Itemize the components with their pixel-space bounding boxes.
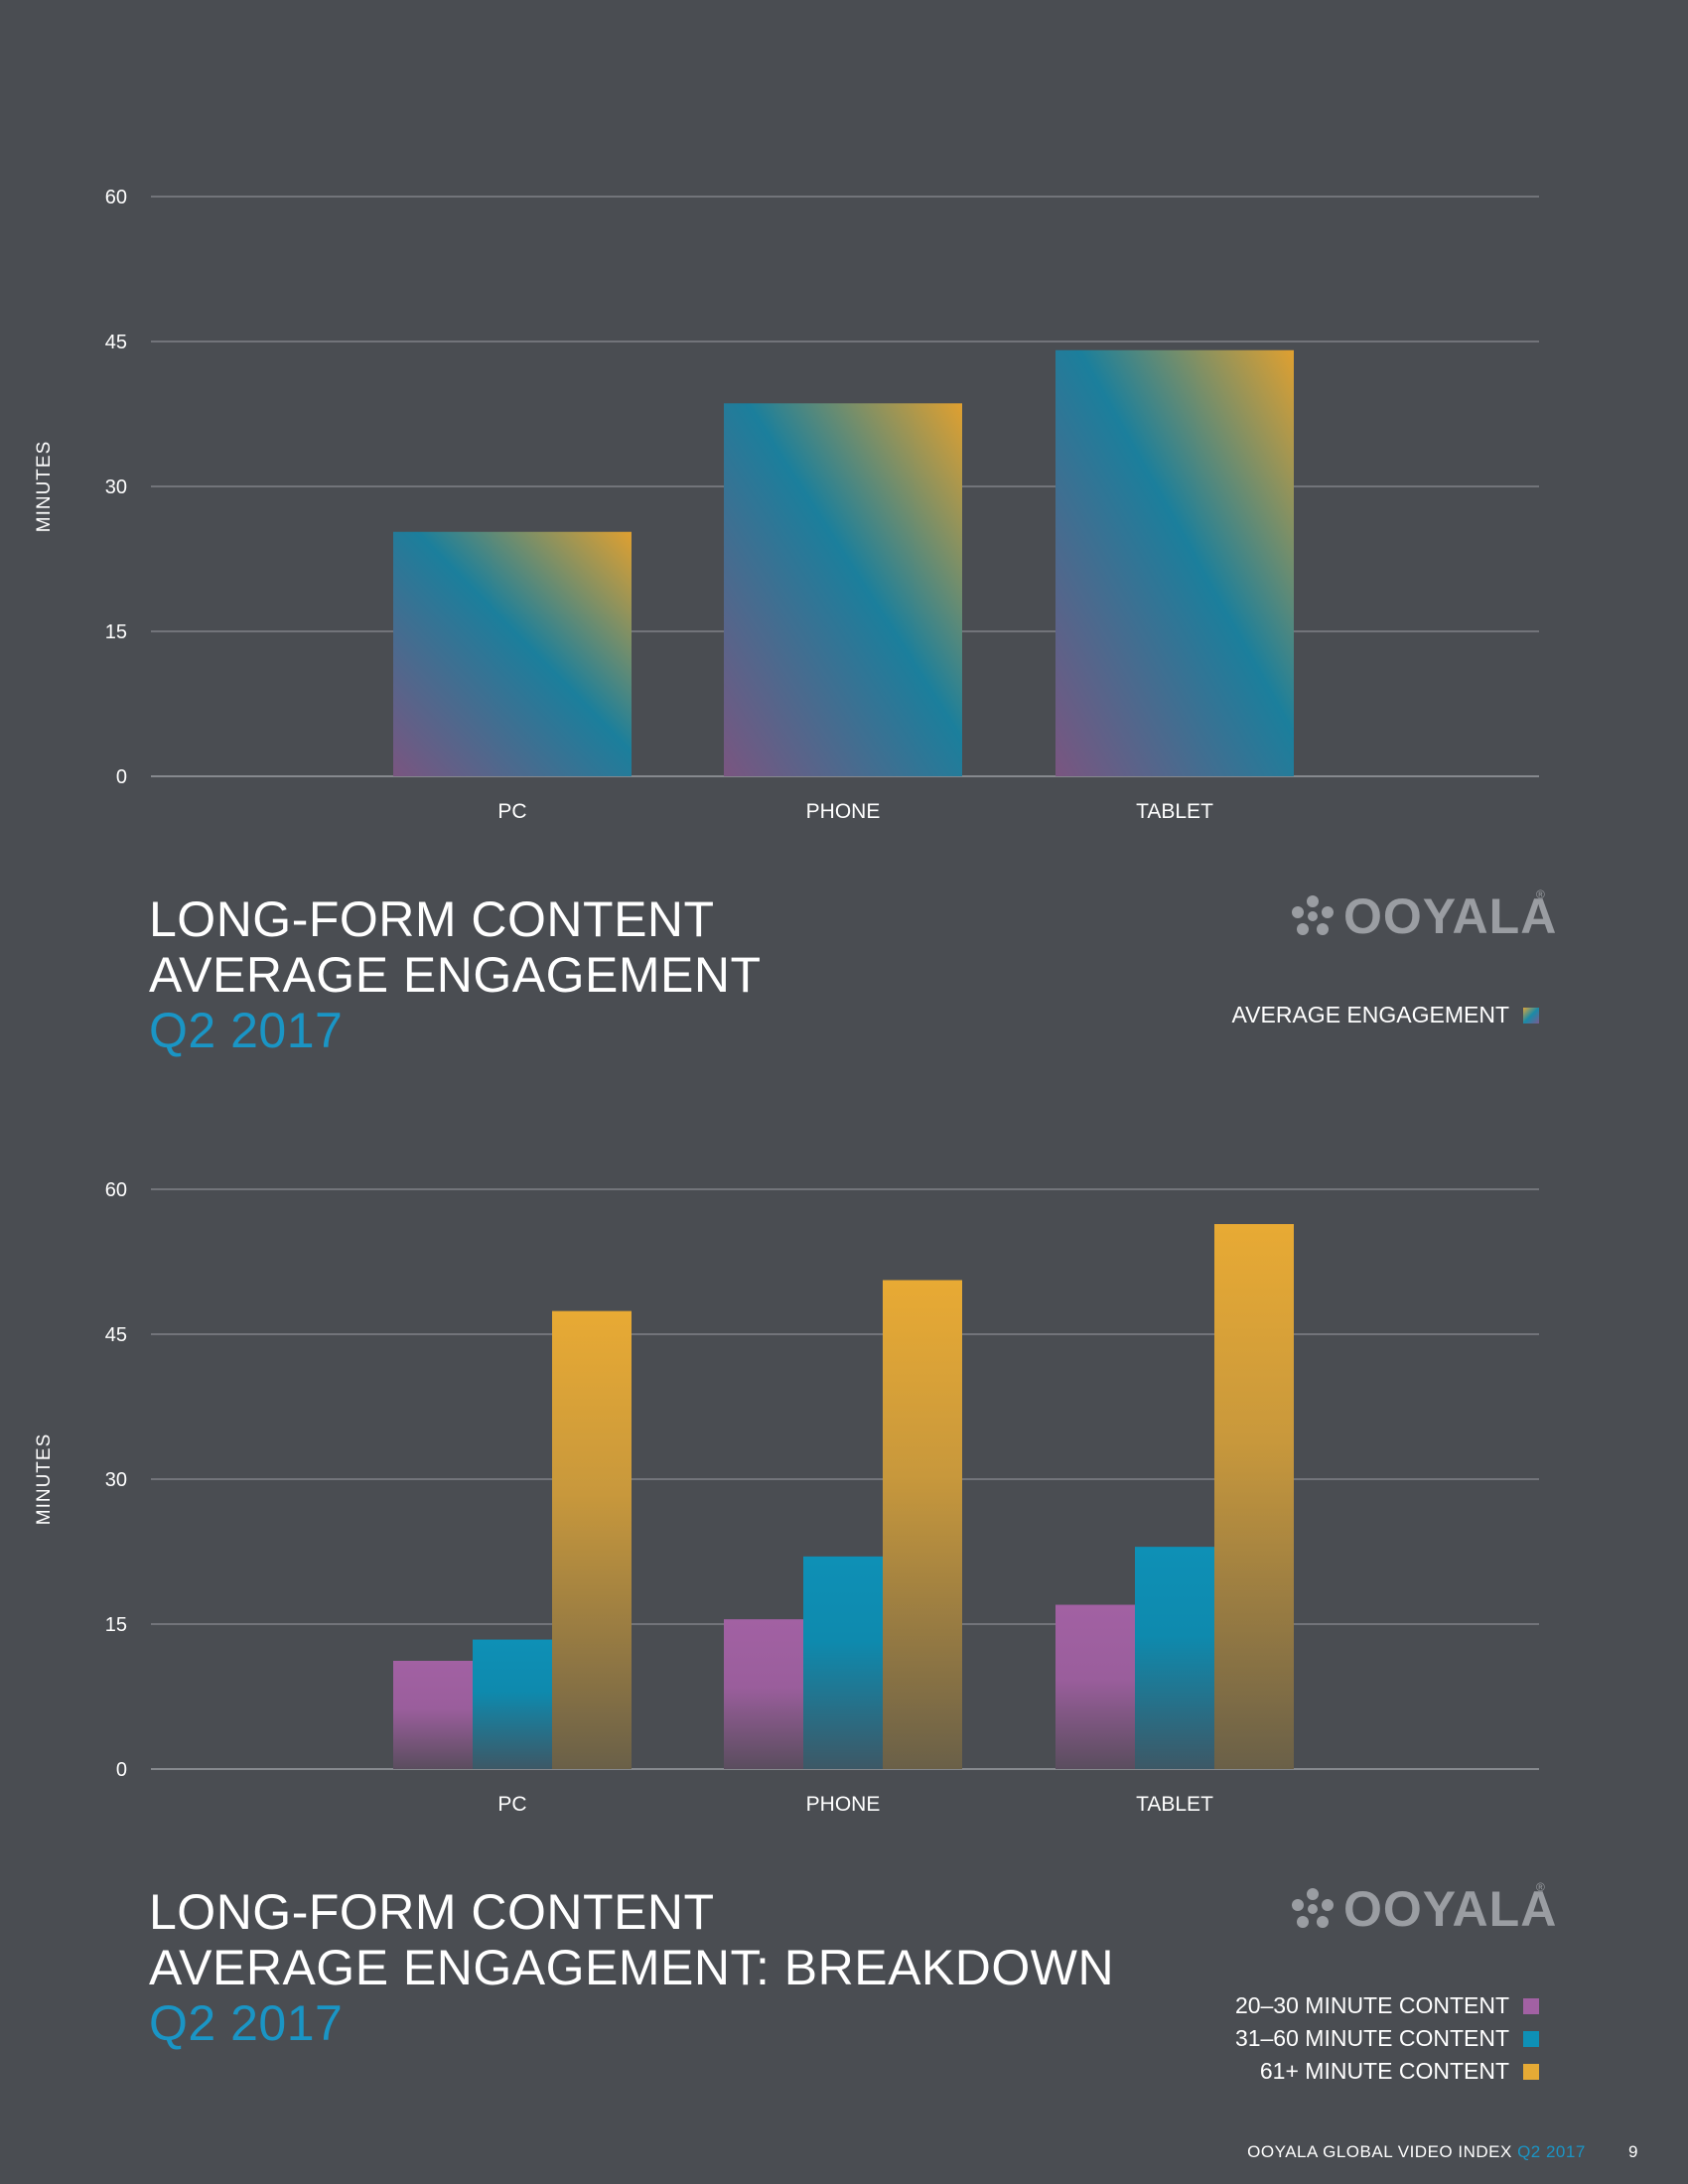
bar-phone-series-0: [724, 1619, 803, 1769]
y-tick-label: 0: [116, 1759, 127, 1781]
legend-swatch: [1523, 2063, 1539, 2080]
y-tick-label: 15: [105, 1614, 127, 1636]
chart-1-title-period: Q2 2017: [149, 1003, 344, 1058]
bar-tablet-series-1: [1135, 1547, 1214, 1769]
y-axis-label: MINUTES: [34, 1433, 55, 1526]
y-tick-label: 45: [105, 332, 127, 353]
ooyala-logo-text: OOYALA: [1343, 1881, 1558, 1937]
ooyala-logo-registered: ®: [1536, 1880, 1545, 1894]
bar-tablet-series-0: [1055, 1604, 1135, 1769]
legend-label: 20–30 MINUTE CONTENT: [1234, 1992, 1509, 2018]
ooyala-logo: OOYALA ®: [1286, 884, 1556, 944]
chart-2-title: LONG-FORM CONTENT AVERAGE ENGAGEMENT: BR…: [149, 1884, 1114, 2051]
ooyala-logo-dots-icon: [1292, 895, 1334, 935]
chart-2-legend: 20–30 MINUTE CONTENT 31–60 MINUTE CONTEN…: [1235, 1989, 1539, 2088]
chart-2-title-period: Q2 2017: [149, 1995, 344, 2051]
bar-pc-series-0: [393, 1660, 473, 1769]
x-category-label: PC: [497, 800, 526, 823]
bar-pc-series-0: [393, 531, 632, 776]
legend-item-20-30-minute: 20–30 MINUTE CONTENT: [1235, 1989, 1539, 2022]
legend-label: 61+ MINUTE CONTENT: [1259, 2058, 1509, 2084]
bar-phone-series-1: [803, 1556, 883, 1769]
legend-item-31-60-minute: 31–60 MINUTE CONTENT: [1235, 2022, 1539, 2055]
legend-item-61-plus-minute: 61+ MINUTE CONTENT: [1235, 2055, 1539, 2088]
y-tick-label: 45: [105, 1324, 127, 1346]
legend-swatch: [1523, 1997, 1539, 2014]
bar-tablet-series-0: [1055, 349, 1294, 776]
x-category-label: PHONE: [806, 1793, 881, 1816]
bar-phone-series-2: [883, 1280, 962, 1769]
chart-1-title-line-1: LONG-FORM CONTENT: [149, 891, 715, 947]
y-tick-label: 30: [105, 477, 127, 498]
ooyala-logo-text: OOYALA: [1343, 888, 1558, 944]
footer-period: Q2 2017: [1517, 2142, 1586, 2161]
chart-2-title-line-1: LONG-FORM CONTENT: [149, 1884, 715, 1940]
bar-pc-series-2: [552, 1310, 632, 1769]
y-tick-label: 30: [105, 1469, 127, 1491]
legend-label: AVERAGE ENGAGEMENT: [1231, 1002, 1509, 1027]
bar-phone-series-0: [724, 403, 962, 776]
y-tick-label: 60: [105, 1179, 127, 1201]
engagement-breakdown-chart: 0 15 30 45 60 MINUTES PC PHONE TABLET: [34, 1179, 1539, 1816]
page-number: 9: [1628, 2142, 1638, 2161]
footer-text: OOYALA GLOBAL VIDEO INDEX: [1247, 2142, 1512, 2161]
page-footer: OOYALA GLOBAL VIDEO INDEX Q2 2017 9: [1247, 2142, 1638, 2162]
legend-label: 31–60 MINUTE CONTENT: [1234, 2025, 1509, 2051]
chart-1-title: LONG-FORM CONTENT AVERAGE ENGAGEMENT Q2 …: [149, 891, 762, 1058]
legend-swatch: [1523, 2030, 1539, 2047]
chart-1-title-line-2: AVERAGE ENGAGEMENT: [149, 947, 762, 1003]
bar-pc-series-1: [473, 1639, 552, 1769]
ooyala-logo: OOYALA ®: [1286, 1876, 1556, 1937]
average-engagement-chart: 0 15 30 45 60 MINUTES PC PHONE TABLET: [34, 187, 1539, 823]
ooyala-logo-registered: ®: [1536, 887, 1545, 901]
legend-swatch: [1523, 1007, 1539, 1024]
ooyala-logo-dots-icon: [1292, 1888, 1334, 1928]
chart-2-title-line-2: AVERAGE ENGAGEMENT: BREAKDOWN: [149, 1940, 1115, 1995]
x-category-label: PHONE: [806, 800, 881, 823]
chart-1-legend: AVERAGE ENGAGEMENT: [1232, 999, 1539, 1031]
y-tick-label: 0: [116, 766, 127, 788]
bar-tablet-series-2: [1214, 1224, 1294, 1769]
legend-item-average-engagement: AVERAGE ENGAGEMENT: [1232, 999, 1539, 1031]
y-tick-label: 15: [105, 621, 127, 643]
y-axis-label: MINUTES: [34, 441, 55, 533]
x-category-label: PC: [497, 1793, 526, 1816]
x-category-label: TABLET: [1136, 1793, 1213, 1816]
y-tick-label: 60: [105, 187, 127, 208]
x-category-label: TABLET: [1136, 800, 1213, 823]
